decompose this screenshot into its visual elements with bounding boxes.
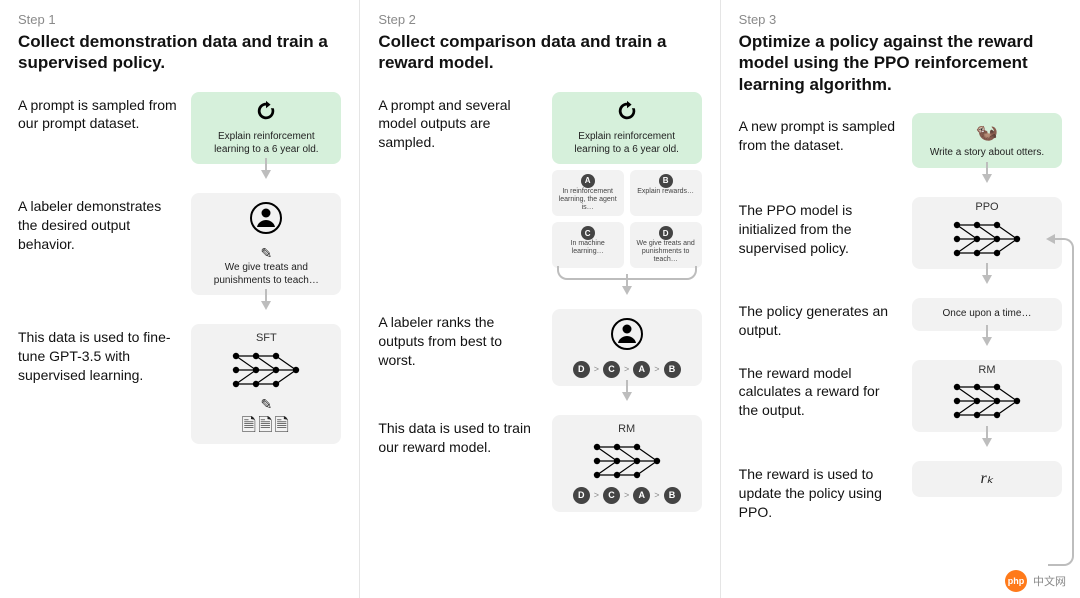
options-grid: AIn reinforcement learning, the agent is… (552, 170, 702, 268)
arrow-icon (982, 337, 992, 346)
loop-arrow-icon (1048, 238, 1074, 566)
step3-row3: The policy generates an output. Once upo… (739, 298, 1062, 352)
step1-row2: A labeler demonstrates the desired outpu… (18, 193, 341, 316)
person-icon (199, 201, 333, 241)
watermark-badge: php (1005, 570, 1027, 592)
arrow-icon (982, 174, 992, 183)
otter-icon: 🦦 (920, 121, 1054, 144)
sft-card: SFT ✎ 🗎🗎🗎 (191, 324, 341, 444)
step-1-label: Step 1 (18, 12, 341, 27)
step2-row2: A labeler ranks the outputs from best to… (378, 309, 701, 407)
step-3-label: Step 3 (739, 12, 1062, 27)
rm-card: RM D> C> A> B (552, 415, 702, 512)
network-icon (947, 217, 1027, 261)
step-3-title: Optimize a policy against the reward mod… (739, 31, 1062, 95)
step3-row1: A new prompt is sampled from the dataset… (739, 113, 1062, 189)
option-a: AIn reinforcement learning, the agent is… (552, 170, 624, 216)
arrow-icon (261, 170, 271, 179)
option-d: DWe give treats and punishments to teach… (630, 222, 702, 268)
rm-card: RM (912, 360, 1062, 432)
rm-label: RM (560, 423, 694, 437)
cycle-icon (199, 100, 333, 128)
step2-row3-desc: This data is used to train our reward mo… (378, 415, 537, 457)
step-1-title: Collect demonstration data and train a s… (18, 31, 341, 74)
arrow-icon (622, 286, 632, 295)
prompt-card: 🦦 Write a story about otters. (912, 113, 1062, 168)
step2-row1-desc: A prompt and several model outputs are s… (378, 92, 537, 153)
network-icon (947, 379, 1027, 423)
prompt-text: Write a story about otters. (920, 147, 1054, 160)
step1-row3-desc: This data is used to fine-tune GPT-3.5 w… (18, 324, 177, 385)
ppo-card: PPO (912, 197, 1062, 269)
step2-row1: A prompt and several model outputs are s… (378, 92, 701, 302)
watermark: php 中文网 (1005, 570, 1066, 592)
step3-row4-desc: The reward model calculates a reward for… (739, 360, 898, 421)
option-b: BExplain rewards… (630, 170, 702, 216)
sft-label: SFT (199, 332, 333, 346)
step3-row2-desc: The PPO model is initialized from the su… (739, 197, 898, 258)
prompt-card: Explain reinforcement learning to a 6 ye… (191, 92, 341, 165)
step-3-column: Step 3 Optimize a policy against the rew… (720, 0, 1080, 598)
step3-row3-desc: The policy generates an output. (739, 298, 898, 340)
option-c: CIn machine learning… (552, 222, 624, 268)
pencil-icon: ✎ (199, 396, 333, 414)
step-2-column: Step 2 Collect comparison data and train… (359, 0, 719, 598)
step3-row5: The reward is used to update the policy … (739, 461, 1062, 522)
person-icon (560, 317, 694, 357)
step1-row1: A prompt is sampled from our prompt data… (18, 92, 341, 186)
prompt-card: Explain reinforcement learning to a 6 ye… (552, 92, 702, 165)
ranking: D> C> A> B (560, 361, 694, 378)
prompt-text: Explain reinforcement learning to a 6 ye… (199, 131, 333, 156)
network-icon (587, 439, 667, 483)
cycle-icon (560, 100, 694, 128)
step2-row2-desc: A labeler ranks the outputs from best to… (378, 309, 537, 370)
prompt-text: Explain reinforcement learning to a 6 ye… (560, 131, 694, 156)
ranker-card: D> C> A> B (552, 309, 702, 386)
demo-text: We give treats and punishments to teach… (199, 262, 333, 287)
step3-row1-desc: A new prompt is sampled from the dataset… (739, 113, 898, 155)
documents-icon: 🗎🗎🗎 (199, 414, 333, 437)
arrow-icon (261, 301, 271, 310)
ppo-label: PPO (920, 201, 1054, 215)
step2-row3: This data is used to train our reward mo… (378, 415, 701, 512)
step3-row4: The reward model calculates a reward for… (739, 360, 1062, 453)
pencil-icon: ✎ (199, 245, 333, 263)
arrow-icon (622, 392, 632, 401)
step1-row2-desc: A labeler demonstrates the desired outpu… (18, 193, 177, 254)
watermark-text: 中文网 (1033, 573, 1066, 589)
step-2-label: Step 2 (378, 12, 701, 27)
step3-row2: The PPO model is initialized from the su… (739, 197, 1062, 290)
step-1-column: Step 1 Collect demonstration data and tr… (0, 0, 359, 598)
arrow-icon (982, 275, 992, 284)
step1-row3: This data is used to fine-tune GPT-3.5 w… (18, 324, 341, 444)
step3-row5-desc: The reward is used to update the policy … (739, 461, 898, 522)
labeler-card: ✎ We give treats and punishments to teac… (191, 193, 341, 295)
reward-card: rₖ (912, 461, 1062, 497)
step1-row1-desc: A prompt is sampled from our prompt data… (18, 92, 177, 134)
step-2-title: Collect comparison data and train a rewa… (378, 31, 701, 74)
network-icon (226, 348, 306, 392)
ranking: D> C> A> B (560, 487, 694, 504)
rm-label: RM (920, 364, 1054, 378)
arrow-icon (982, 438, 992, 447)
